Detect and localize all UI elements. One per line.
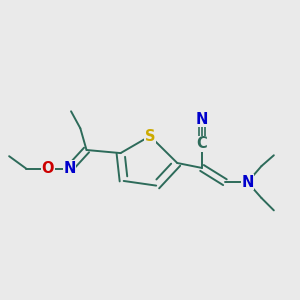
Text: N: N xyxy=(63,161,76,176)
Text: N: N xyxy=(196,112,208,127)
Text: O: O xyxy=(42,161,54,176)
Text: C: C xyxy=(196,136,207,151)
Text: S: S xyxy=(145,129,155,144)
Text: N: N xyxy=(241,175,254,190)
